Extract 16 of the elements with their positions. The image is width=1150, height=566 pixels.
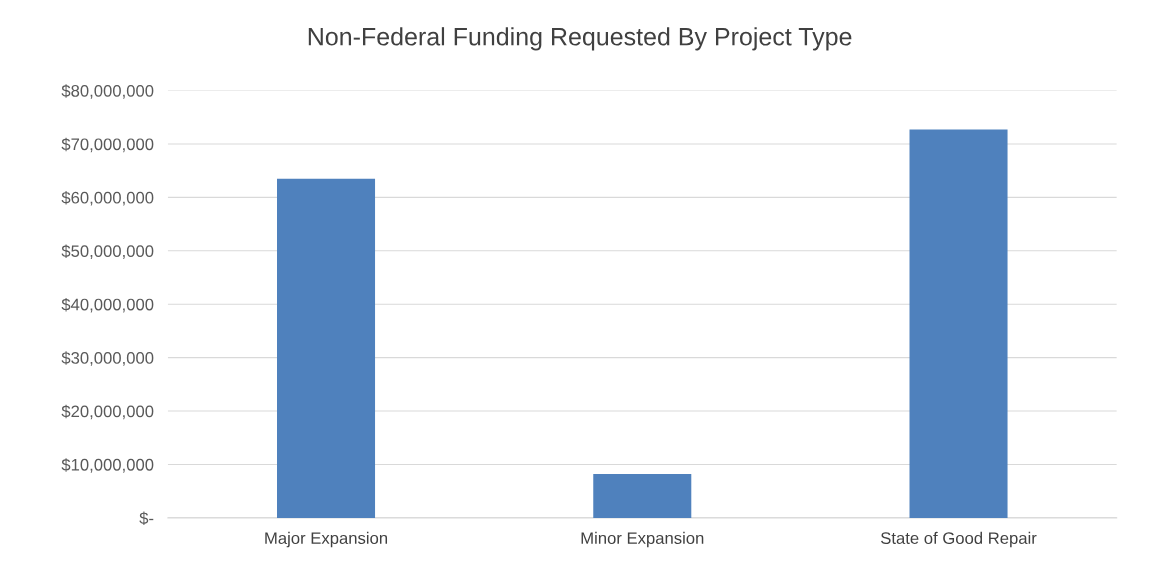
x-tick-label: Minor Expansion bbox=[581, 531, 704, 548]
y-tick-label: $50,000,000 bbox=[61, 244, 154, 259]
y-tick-label: $10,000,000 bbox=[61, 458, 154, 473]
bar bbox=[277, 178, 376, 518]
y-tick-label: $60,000,000 bbox=[61, 191, 154, 206]
chart-title: Non-Federal Funding Requested By Project Type bbox=[308, 27, 852, 51]
y-tick-label: $40,000,000 bbox=[61, 297, 154, 313]
y-tick-label: $70,000,000 bbox=[61, 137, 154, 153]
bar bbox=[593, 474, 692, 518]
bar bbox=[909, 129, 1008, 518]
y-tick-label: $30,000,000 bbox=[61, 351, 154, 366]
y-tick-label: $20,000,000 bbox=[61, 404, 154, 420]
y-tick-label: $- bbox=[139, 511, 154, 526]
x-tick-label: State of Good Repair bbox=[881, 531, 1037, 548]
y-tick-label: $80,000,000 bbox=[61, 84, 154, 99]
x-tick-label: Major Expansion bbox=[265, 531, 388, 548]
